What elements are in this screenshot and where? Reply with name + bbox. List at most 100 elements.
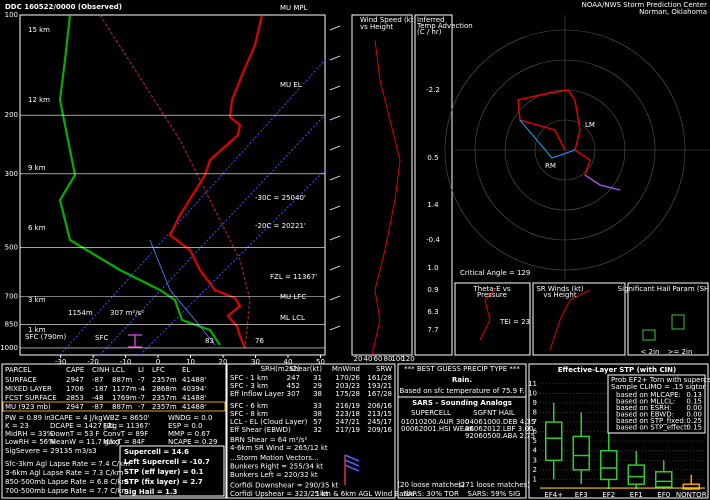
- pressure-tick: 1000: [0, 344, 18, 352]
- table-cell: FCST SURFACE: [5, 394, 57, 402]
- table-header: LFC: [152, 366, 165, 374]
- table-cell: 206/16: [367, 402, 392, 410]
- wind-tick: 100: [391, 355, 404, 363]
- table-cell: MU (923 mb): [5, 403, 51, 411]
- height-label: 3 km: [28, 296, 46, 304]
- prob-label: based on MLCAPE:: [616, 391, 681, 399]
- critical-angle: Critical Angle = 129: [460, 269, 530, 277]
- table-cell: MIXED LAYER: [5, 385, 52, 393]
- table-cell: -7: [138, 403, 145, 411]
- stp-tick: 7: [533, 418, 537, 426]
- center: NOAA/NWS Storm Prediction Center: [582, 1, 708, 9]
- hodograph-trace: [517, 89, 601, 186]
- panel-title: vs Height: [543, 291, 576, 299]
- ship-axis: >= 2in: [668, 348, 693, 356]
- index: K = 23: [5, 422, 29, 430]
- barb: [329, 25, 341, 331]
- hodo-inflow: [519, 119, 576, 159]
- table-cell: SURFACE: [5, 376, 37, 384]
- wind-tick: 60: [374, 355, 383, 363]
- table-cell: 217/19: [335, 426, 360, 434]
- sars-result: SARS: 30% TOR: [403, 490, 459, 498]
- barb-legend: 1km & 6km AGL Wind Barbs: [316, 490, 415, 498]
- table-cell: SFC - 1 km: [230, 374, 268, 382]
- ship-box: [642, 329, 656, 341]
- advection-value: 1.4: [427, 201, 439, 209]
- lapse-rate: 3-6km Agl Lapse Rate = 7.3 C/km: [5, 469, 124, 477]
- table-cell: 247: [287, 374, 300, 382]
- table-header: LI: [138, 366, 144, 374]
- table-header: CAPE: [66, 366, 84, 374]
- prob-text: Prob EF2+ Torn with supercell: [611, 376, 710, 384]
- location: Norman, Oklahoma: [639, 8, 707, 16]
- annotation: -30C = 25040': [255, 194, 306, 202]
- table-cell: -48: [92, 394, 103, 402]
- index: MeanW = 11.7 g/kg: [50, 438, 119, 446]
- stp-tick: 1: [533, 475, 537, 483]
- composite: Sig Hail = 1.3: [124, 488, 178, 496]
- table-cell: 33: [313, 402, 322, 410]
- prob-value: 0.15: [686, 424, 702, 432]
- index: ESP = 0.0: [168, 422, 203, 430]
- theta-e-trace: [479, 289, 496, 341]
- height-label: 9 km: [28, 164, 46, 172]
- storm-motion: Corfidi Upshear = 323/25 kt: [230, 490, 328, 498]
- table-header: EL: [182, 366, 190, 374]
- stp-tick: 2: [533, 466, 537, 474]
- lapse-rate: 700-500mb Lapse Rate = 7.7 C/km: [5, 487, 129, 495]
- stp-category: EF4+: [544, 491, 563, 499]
- panel-title: SR Winds (kt): [536, 285, 584, 293]
- table-header: CINH: [92, 366, 109, 374]
- advection-value: -2.2: [426, 86, 440, 94]
- hodograph-rings: [444, 15, 710, 280]
- panel-title: Inferred: [417, 16, 445, 24]
- temp-tick: 10: [186, 358, 195, 366]
- table-cell: 2868m: [152, 385, 177, 393]
- isotherm: [59, 59, 326, 356]
- composite: STP (eff layer) = 0.1: [124, 468, 204, 476]
- wind-tick: 20: [354, 355, 363, 363]
- pressure-tick: 100: [5, 11, 18, 19]
- table-cell: 41488': [182, 394, 206, 402]
- temp-tick: 20: [219, 358, 228, 366]
- temp-tick: 30: [251, 358, 260, 366]
- table-cell: 2853: [66, 394, 84, 402]
- theta-e-panel: [454, 282, 531, 356]
- index: MidRH = 33%: [5, 430, 54, 438]
- table-cell: 2357m: [152, 394, 177, 402]
- table-cell: 38: [313, 390, 322, 398]
- advection-value: 0.9: [427, 286, 438, 294]
- table-header: SRW: [376, 365, 392, 373]
- tei: TEI = 23: [499, 318, 530, 326]
- box: [655, 471, 673, 488]
- table-cell: 41488': [182, 376, 206, 384]
- annotation: 76: [255, 337, 264, 345]
- index: NCAPE = 0.29: [168, 438, 217, 446]
- stp-tick: 6: [533, 428, 538, 436]
- height-label: 15 km: [28, 26, 50, 34]
- table-cell: 31: [313, 374, 322, 382]
- wind-tick: 40: [364, 355, 373, 363]
- pressure-tick: 200: [5, 111, 18, 119]
- prob-label: based on STP_effect:: [616, 424, 689, 432]
- height-label: 1 km: [28, 326, 46, 334]
- annotation: MU MPL: [280, 4, 308, 12]
- pressure-tick: 500: [5, 244, 18, 252]
- table-cell: 2357m: [152, 403, 177, 411]
- table-cell: 203/23: [335, 382, 360, 390]
- advection-value: 6.3: [427, 308, 438, 316]
- storm-motion: Corfidi Downshear = 290/35 kt: [230, 482, 339, 490]
- hodo-label: RM: [545, 162, 556, 170]
- index: 3CAPE = 4 J/kg: [50, 414, 103, 422]
- table-cell: 223/18: [335, 410, 360, 418]
- prob-text: Sample CLIMO = .15 sigtor: [611, 383, 706, 391]
- panel-title: Wind Speed (kt): [360, 16, 417, 24]
- prob-value: 0.13: [686, 391, 702, 399]
- dewpoint-trace: [58, 14, 221, 346]
- stp-tick: 3: [533, 456, 537, 464]
- prob-value: 0.00: [686, 411, 702, 419]
- annotation: ML LCL: [280, 314, 305, 322]
- wind-barbs: [329, 25, 341, 331]
- panel-title: Significant Hail Param (SHIP): [618, 285, 710, 293]
